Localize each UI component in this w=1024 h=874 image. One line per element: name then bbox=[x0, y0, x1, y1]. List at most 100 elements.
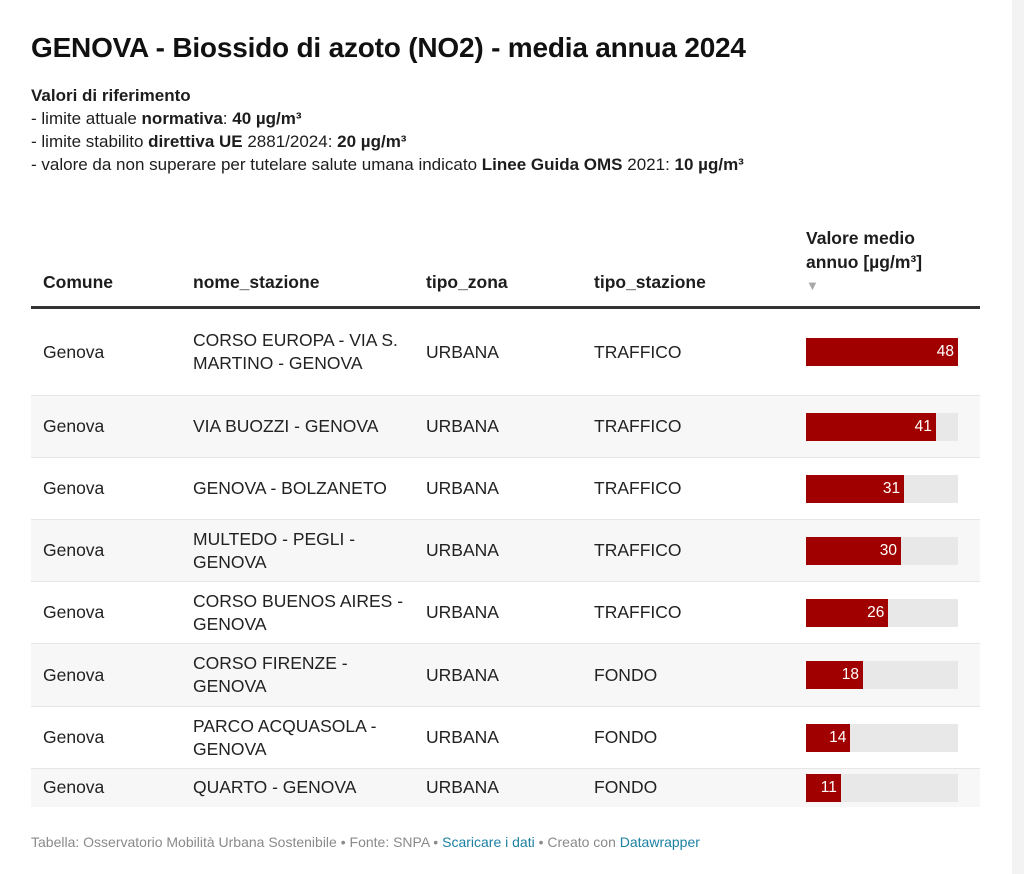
intro-bold: normativa bbox=[141, 109, 223, 128]
value-bar: 48 bbox=[806, 338, 958, 366]
cell-tipo-stazione: FONDO bbox=[582, 706, 794, 769]
footer-created-with: Creato con bbox=[547, 834, 620, 850]
cell-valore: 11 bbox=[794, 768, 980, 807]
table-row: Genova CORSO FIRENZE - GENOVA URBANA FONDO 1… bbox=[31, 643, 980, 707]
table-header-row: Comune nome_stazione tipo_zona tipo_staz… bbox=[31, 200, 980, 309]
header-tipo-zona[interactable]: tipo_zona bbox=[414, 200, 582, 309]
cell-nome-stazione: CORSO EUROPA - VIA S. MARTINO - GENOVA bbox=[181, 307, 414, 396]
intro-value: 10 µg/m³ bbox=[674, 155, 744, 174]
cell-tipo-zona: URBANA bbox=[414, 457, 582, 520]
bar-value-label: 48 bbox=[936, 343, 954, 360]
table-body: Genova CORSO EUROPA - VIA S. MARTINO - GE… bbox=[31, 307, 980, 807]
intro-text: 2881/2024: bbox=[242, 132, 338, 151]
cell-comune: Genova bbox=[31, 395, 181, 458]
bar-track: 14 bbox=[806, 723, 958, 752]
cell-tipo-stazione: TRAFFICO bbox=[582, 457, 794, 520]
cell-nome-stazione: VIA BUOZZI - GENOVA bbox=[181, 395, 414, 458]
bar-track: 18 bbox=[806, 661, 958, 689]
cell-tipo-stazione: TRAFFICO bbox=[582, 395, 794, 458]
value-bar: 18 bbox=[806, 661, 863, 689]
cell-nome-stazione: CORSO FIRENZE - GENOVA bbox=[181, 643, 414, 707]
footer: Tabella: Osservatorio Mobilità Urbana So… bbox=[31, 834, 700, 850]
value-bar: 31 bbox=[806, 474, 905, 503]
intro-text: - valore da non superare per tutelare sa… bbox=[31, 155, 482, 174]
intro-line-normativa: - limite attuale normativa: 40 µg/m³ bbox=[31, 107, 744, 130]
header-valore-label: Valore medio annuo [µg/m³] bbox=[806, 228, 923, 272]
cell-tipo-stazione: FONDO bbox=[582, 768, 794, 807]
cell-nome-stazione: PARCO ACQUASOLA - GENOVA bbox=[181, 706, 414, 769]
cell-comune: Genova bbox=[31, 706, 181, 769]
cell-valore: 31 bbox=[794, 457, 980, 520]
table-row: Genova PARCO ACQUASOLA - GENOVA URBANA FOND… bbox=[31, 706, 980, 769]
value-bar: 26 bbox=[806, 598, 889, 627]
data-table: Comune nome_stazione tipo_zona tipo_staz… bbox=[31, 200, 980, 807]
table-row: Genova CORSO BUENOS AIRES - GENOVA URBANA T… bbox=[31, 581, 980, 644]
intro-text: 2021: bbox=[622, 155, 675, 174]
bar-track: 30 bbox=[806, 536, 958, 565]
cell-nome-stazione: MULTEDO - PEGLI - GENOVA bbox=[181, 519, 414, 582]
bar-value-label: 14 bbox=[829, 728, 847, 746]
cell-valore: 48 bbox=[794, 307, 980, 396]
download-data-link[interactable]: Scaricare i dati bbox=[442, 834, 535, 850]
cell-valore: 30 bbox=[794, 519, 980, 582]
cell-comune: Genova bbox=[31, 643, 181, 707]
intro-line-oms: - valore da non superare per tutelare sa… bbox=[31, 153, 744, 176]
cell-valore: 18 bbox=[794, 643, 980, 707]
header-valore-medio[interactable]: Valore medio annuo [µg/m³] ▼ bbox=[794, 200, 980, 309]
footer-separator: • bbox=[534, 834, 548, 850]
intro-bold: Linee Guida OMS bbox=[481, 155, 623, 174]
cell-tipo-zona: URBANA bbox=[414, 706, 582, 769]
bar-value-label: 18 bbox=[841, 666, 859, 683]
bar-value-label: 41 bbox=[914, 417, 932, 435]
intro-line-direttiva-ue: - limite stabilito direttiva UE 2881/202… bbox=[31, 130, 744, 153]
intro-notes: Valori di riferimento - limite attuale n… bbox=[31, 84, 744, 176]
table-row: Genova GENOVA - BOLZANETO URBANA TRAFFICO 31 bbox=[31, 457, 980, 520]
cell-comune: Genova bbox=[31, 581, 181, 644]
intro-text: - limite attuale bbox=[31, 109, 142, 128]
page-edge-strip bbox=[1012, 0, 1024, 874]
cell-valore: 26 bbox=[794, 581, 980, 644]
bar-track: 11 bbox=[806, 773, 958, 802]
cell-nome-stazione: GENOVA - BOLZANETO bbox=[181, 457, 414, 520]
header-tipo-stazione[interactable]: tipo_stazione bbox=[582, 200, 794, 309]
table-row: Genova QUARTO - GENOVA URBANA FONDO 11 bbox=[31, 768, 980, 807]
cell-comune: Genova bbox=[31, 519, 181, 582]
cell-valore: 41 bbox=[794, 395, 980, 458]
value-bar: 41 bbox=[806, 412, 936, 441]
header-comune[interactable]: Comune bbox=[31, 200, 181, 309]
bar-track: 26 bbox=[806, 598, 958, 627]
cell-tipo-zona: URBANA bbox=[414, 519, 582, 582]
cell-comune: Genova bbox=[31, 768, 181, 807]
cell-tipo-zona: URBANA bbox=[414, 581, 582, 644]
footer-separator: • bbox=[336, 834, 350, 850]
bar-value-label: 31 bbox=[882, 479, 901, 497]
cell-tipo-stazione: TRAFFICO bbox=[582, 519, 794, 582]
cell-tipo-zona: URBANA bbox=[414, 307, 582, 396]
table-row: Genova CORSO EUROPA - VIA S. MARTINO - GE… bbox=[31, 307, 980, 396]
intro-value: 20 µg/m³ bbox=[337, 132, 407, 151]
header-nome-stazione[interactable]: nome_stazione bbox=[181, 200, 414, 309]
bar-track: 31 bbox=[806, 474, 958, 503]
intro-text: - limite stabilito bbox=[31, 132, 149, 151]
cell-valore: 14 bbox=[794, 706, 980, 769]
cell-tipo-zona: URBANA bbox=[414, 643, 582, 707]
bar-value-label: 11 bbox=[820, 778, 837, 796]
datawrapper-link[interactable]: Datawrapper bbox=[619, 834, 700, 850]
value-bar: 30 bbox=[806, 536, 901, 565]
chart-title: GENOVA - Biossido di azoto (NO2) - media… bbox=[31, 32, 746, 63]
footer-credit: Tabella: Osservatorio Mobilità Urbana So… bbox=[31, 834, 337, 850]
intro-bold: direttiva UE bbox=[148, 132, 243, 151]
intro-text: : bbox=[222, 109, 233, 128]
table-row: Genova VIA BUOZZI - GENOVA URBANA TRAFFICO 4… bbox=[31, 395, 980, 458]
cell-tipo-zona: URBANA bbox=[414, 395, 582, 458]
bar-track: 48 bbox=[806, 338, 958, 366]
cell-tipo-zona: URBANA bbox=[414, 768, 582, 807]
cell-tipo-stazione: TRAFFICO bbox=[582, 307, 794, 396]
value-bar: 14 bbox=[806, 723, 851, 752]
sort-descending-icon[interactable]: ▼ bbox=[806, 278, 819, 293]
intro-value: 40 µg/m³ bbox=[232, 109, 302, 128]
bar-value-label: 26 bbox=[867, 603, 885, 621]
bar-track: 41 bbox=[806, 412, 958, 441]
footer-separator: • bbox=[429, 834, 443, 850]
value-bar: 11 bbox=[806, 773, 841, 802]
